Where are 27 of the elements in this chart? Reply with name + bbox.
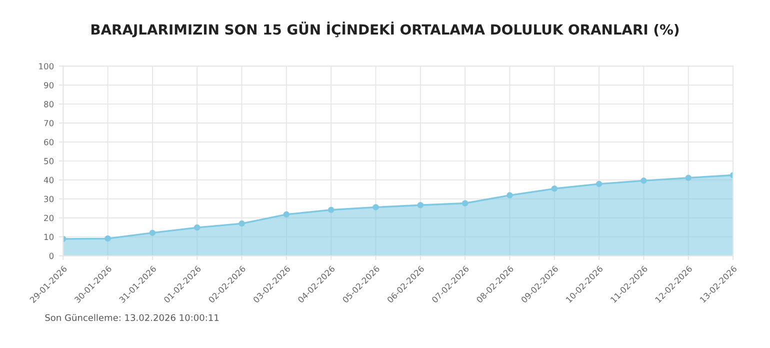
y-tick-label: 30 — [44, 196, 54, 202]
point — [685, 174, 692, 181]
y-tick-label: 10 — [44, 234, 54, 240]
point — [149, 230, 156, 236]
y-tick-label: 90 — [44, 82, 54, 88]
point — [283, 211, 290, 218]
point — [194, 224, 200, 231]
text: Son Güncelleme: 13.02.2026 10:00:11 — [45, 314, 219, 322]
y-tick-label: 80 — [44, 101, 54, 108]
y-tick-label: 50 — [44, 158, 54, 164]
y-tick-label: 100 — [39, 63, 54, 70]
y-tick-label: 20 — [44, 214, 54, 222]
chart-title: BARAJLARIMIZIN SON 15 GÜN İÇİNDEKİ ORTALAMA DOLULUK ORANLARI (%) — [91, 22, 679, 38]
point — [238, 220, 245, 227]
point — [640, 178, 647, 184]
point — [596, 180, 602, 188]
point — [372, 204, 379, 210]
point — [506, 192, 513, 198]
y-tick-label: 60 — [44, 138, 54, 146]
point — [462, 200, 468, 206]
point — [551, 186, 558, 192]
y-tick-label: 0 — [49, 252, 54, 260]
y-tick-label: 70 — [44, 120, 54, 126]
point — [328, 206, 334, 214]
y-tick-label: 40 — [44, 176, 54, 184]
point — [104, 235, 111, 242]
point — [417, 202, 424, 208]
